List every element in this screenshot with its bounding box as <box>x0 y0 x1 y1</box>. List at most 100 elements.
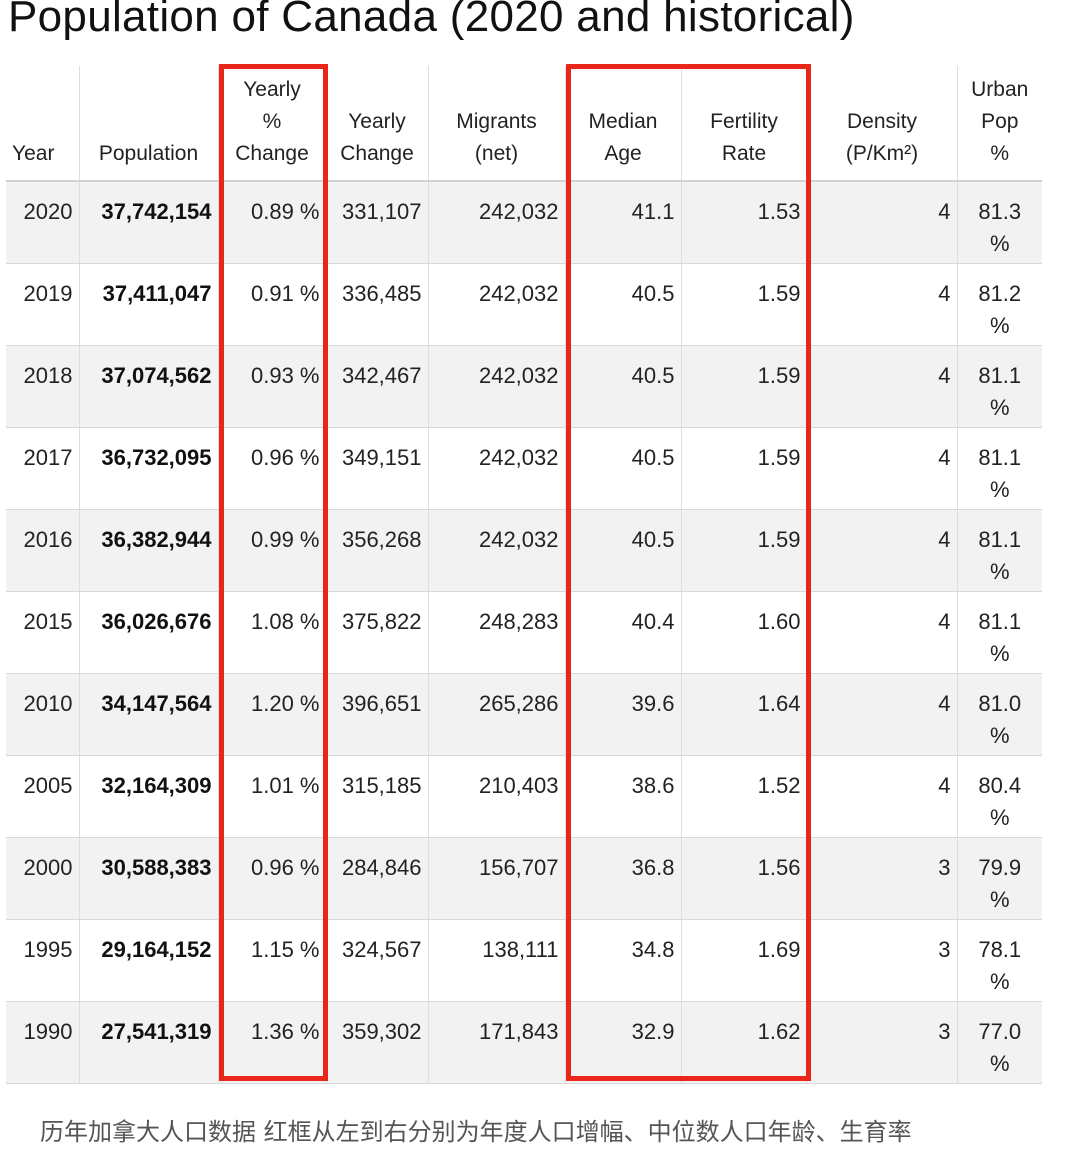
cell-yearly-change: 375,822 <box>326 591 429 674</box>
urban-pop-unit: % <box>989 968 1010 994</box>
table-row: 2005 32,164,309 1.01 % 315,185 210,403 38.6 1.… <box>6 755 1042 838</box>
cell-year: 2016 <box>6 509 80 592</box>
cell-median-age: 40.5 <box>565 427 682 510</box>
urban-pop-unit: % <box>989 1050 1010 1076</box>
cell-population: 37,411,047 <box>79 263 219 346</box>
cell-year: 2000 <box>6 837 80 920</box>
cell-median-age: 41.1 <box>565 181 682 264</box>
cell-migrants: 242,032 <box>428 263 566 346</box>
urban-pop-value: 81.1 <box>978 444 1022 470</box>
cell-fertility-rate: 1.59 <box>681 509 808 592</box>
cell-median-age: 40.5 <box>565 345 682 428</box>
cell-migrants: 242,032 <box>428 509 566 592</box>
urban-pop-unit: % <box>989 231 1010 256</box>
caption: 历年加拿大人口数据 红框从左到右分别为年度人口增幅、中位数人口年龄、生育率 <box>40 1118 912 1146</box>
cell-fertility-rate: 1.60 <box>681 591 808 674</box>
cell-yearly-pct-change: 1.20 % <box>218 673 327 756</box>
table-row: 2018 37,074,562 0.93 % 342,467 242,032 40.5 1.… <box>6 345 1042 428</box>
cell-population: 30,588,383 <box>79 837 219 920</box>
cell-population: 29,164,152 <box>79 919 219 1002</box>
cell-urban-pop: 81.3% <box>957 181 1042 264</box>
cell-migrants: 242,032 <box>428 427 566 510</box>
urban-pop-unit: % <box>989 886 1010 912</box>
cell-migrants: 242,032 <box>428 345 566 428</box>
cell-density: 3 <box>807 837 958 920</box>
urban-pop-value: 78.1 <box>978 936 1022 962</box>
cell-year: 2017 <box>6 427 80 510</box>
urban-pop-unit: % <box>989 394 1010 420</box>
cell-median-age: 40.5 <box>565 509 682 592</box>
table-row: 2015 36,026,676 1.08 % 375,822 248,283 40.4 1.… <box>6 591 1042 674</box>
urban-pop-value: 79.9 <box>978 854 1022 880</box>
cell-fertility-rate: 1.69 <box>681 919 808 1002</box>
cell-yearly-change: 342,467 <box>326 345 429 428</box>
header-urban-pop: Urban Pop% <box>957 66 1042 182</box>
cell-median-age: 40.4 <box>565 591 682 674</box>
cell-population: 36,026,676 <box>79 591 219 674</box>
cell-population: 37,074,562 <box>79 345 219 428</box>
table-row: 1995 29,164,152 1.15 % 324,567 138,111 34.8 1.… <box>6 919 1042 1002</box>
cell-population: 36,732,095 <box>79 427 219 510</box>
cell-migrants: 248,283 <box>428 591 566 674</box>
table-row: 2017 36,732,095 0.96 % 349,151 242,032 40.5 1.… <box>6 427 1042 510</box>
table-row: 1990 27,541,319 1.36 % 359,302 171,843 32.9 1.… <box>6 1001 1042 1084</box>
cell-migrants: 156,707 <box>428 837 566 920</box>
cell-density: 4 <box>807 673 958 756</box>
cell-yearly-change: 284,846 <box>326 837 429 920</box>
cell-median-age: 40.5 <box>565 263 682 346</box>
cell-yearly-change: 359,302 <box>326 1001 429 1084</box>
header-yearly-change: Yearly Change <box>326 66 429 182</box>
urban-pop-value: 81.2 <box>978 280 1022 306</box>
cell-population: 37,742,154 <box>79 181 219 264</box>
cell-density: 4 <box>807 755 958 838</box>
cell-year: 2018 <box>6 345 80 428</box>
cell-fertility-rate: 1.64 <box>681 673 808 756</box>
cell-fertility-rate: 1.62 <box>681 1001 808 1084</box>
cell-yearly-pct-change: 1.15 % <box>218 919 327 1002</box>
cell-yearly-pct-change: 0.93 % <box>218 345 327 428</box>
cell-year: 2010 <box>6 673 80 756</box>
cell-yearly-pct-change: 0.99 % <box>218 509 327 592</box>
cell-density: 3 <box>807 919 958 1002</box>
table-row: 2019 37,411,047 0.91 % 336,485 242,032 40.5 1.… <box>6 263 1042 346</box>
cell-year: 1995 <box>6 919 80 1002</box>
urban-pop-value: 81.3 <box>978 199 1022 224</box>
population-table: Year Population Yearly% Change Yearly Chan… <box>6 66 1042 1084</box>
cell-fertility-rate: 1.59 <box>681 345 808 428</box>
cell-year: 2015 <box>6 591 80 674</box>
header-year: Year <box>6 66 80 182</box>
cell-fertility-rate: 1.59 <box>681 263 808 346</box>
urban-pop-unit: % <box>989 804 1010 830</box>
header-population: Population <box>79 66 219 182</box>
cell-yearly-pct-change: 0.89 % <box>218 181 327 264</box>
cell-yearly-pct-change: 1.36 % <box>218 1001 327 1084</box>
table-row: 2016 36,382,944 0.99 % 356,268 242,032 40.5 1.… <box>6 509 1042 592</box>
cell-fertility-rate: 1.56 <box>681 837 808 920</box>
cell-year: 2019 <box>6 263 80 346</box>
urban-pop-value: 77.0 <box>978 1018 1022 1044</box>
cell-migrants: 210,403 <box>428 755 566 838</box>
cell-urban-pop: 81.1% <box>957 509 1042 592</box>
urban-pop-value: 81.1 <box>978 526 1022 552</box>
cell-population: 34,147,564 <box>79 673 219 756</box>
header-row: Year Population Yearly% Change Yearly Chan… <box>6 66 1042 182</box>
urban-pop-value: 81.0 <box>978 690 1022 716</box>
header-median-age: Median Age <box>565 66 682 182</box>
urban-pop-unit: % <box>989 476 1010 502</box>
cell-density: 4 <box>807 345 958 428</box>
cell-urban-pop: 81.1% <box>957 345 1042 428</box>
cell-yearly-pct-change: 1.01 % <box>218 755 327 838</box>
cell-urban-pop: 81.0% <box>957 673 1042 756</box>
cell-population: 32,164,309 <box>79 755 219 838</box>
cell-urban-pop: 77.0% <box>957 1001 1042 1084</box>
cell-urban-pop: 80.4% <box>957 755 1042 838</box>
cell-yearly-change: 336,485 <box>326 263 429 346</box>
cell-urban-pop: 81.1% <box>957 591 1042 674</box>
cell-median-age: 34.8 <box>565 919 682 1002</box>
cell-yearly-change: 356,268 <box>326 509 429 592</box>
cell-urban-pop: 81.1% <box>957 427 1042 510</box>
cell-year: 1990 <box>6 1001 80 1084</box>
cell-density: 4 <box>807 591 958 674</box>
cell-population: 36,382,944 <box>79 509 219 592</box>
cell-yearly-pct-change: 0.96 % <box>218 837 327 920</box>
